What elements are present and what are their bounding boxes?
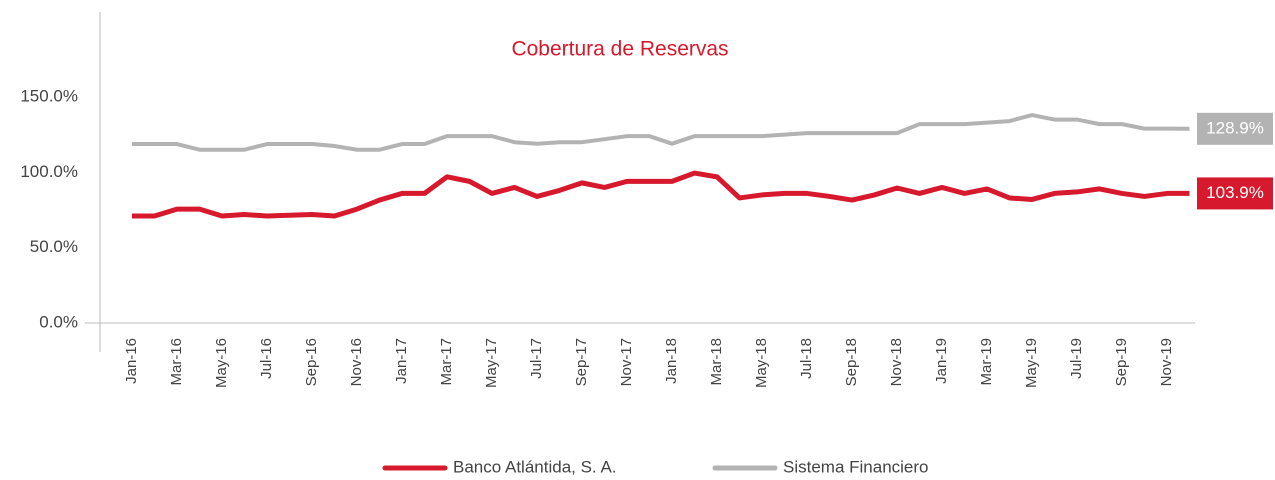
- x-tick-label: Jan-19: [933, 338, 950, 384]
- x-tick-label: May-19: [1023, 338, 1040, 388]
- series-line: [132, 113, 1190, 152]
- x-tick-label: Mar-18: [708, 338, 725, 386]
- x-tick-label: Jul-16: [258, 338, 275, 379]
- end-label: 128.9%: [1206, 118, 1264, 137]
- x-tick-label: Jan-16: [123, 338, 140, 384]
- series-line: [132, 170, 1190, 219]
- y-tick-label: 100.0%: [20, 162, 78, 181]
- x-tick-label: Sep-18: [843, 338, 860, 386]
- x-tick-label: Nov-18: [888, 338, 905, 386]
- x-tick-label: Sep-17: [573, 338, 590, 386]
- x-tick-label: May-17: [483, 338, 500, 388]
- x-tick-label: Mar-16: [168, 338, 185, 386]
- x-tick-label: Mar-19: [978, 338, 995, 386]
- y-tick-label: 0.0%: [39, 312, 78, 331]
- x-tick-label: Nov-17: [618, 338, 635, 386]
- x-tick-label: Jul-19: [1068, 338, 1085, 379]
- end-label: 103.9%: [1206, 183, 1264, 202]
- x-tick-label: May-16: [213, 338, 230, 388]
- x-tick-label: Jan-17: [393, 338, 410, 384]
- x-tick-label: Nov-16: [348, 338, 365, 386]
- y-tick-label: 50.0%: [30, 237, 78, 256]
- x-tick-label: Sep-16: [303, 338, 320, 386]
- legend-label: Sistema Financiero: [783, 457, 929, 476]
- x-tick-label: Jan-18: [663, 338, 680, 384]
- legend-label: Banco Atlántida, S. A.: [453, 457, 617, 476]
- x-tick-label: Jul-18: [798, 338, 815, 379]
- x-tick-label: Mar-17: [438, 338, 455, 386]
- end-label-box: [1197, 177, 1273, 210]
- chart-title: Cobertura de Reservas: [511, 38, 728, 61]
- x-tick-label: Sep-19: [1113, 338, 1130, 386]
- x-tick-label: May-18: [753, 338, 770, 388]
- end-label-box: [1197, 112, 1273, 145]
- x-tick-label: Jul-17: [528, 338, 545, 379]
- y-tick-label: 150.0%: [20, 86, 78, 105]
- x-tick-label: Nov-19: [1158, 338, 1175, 386]
